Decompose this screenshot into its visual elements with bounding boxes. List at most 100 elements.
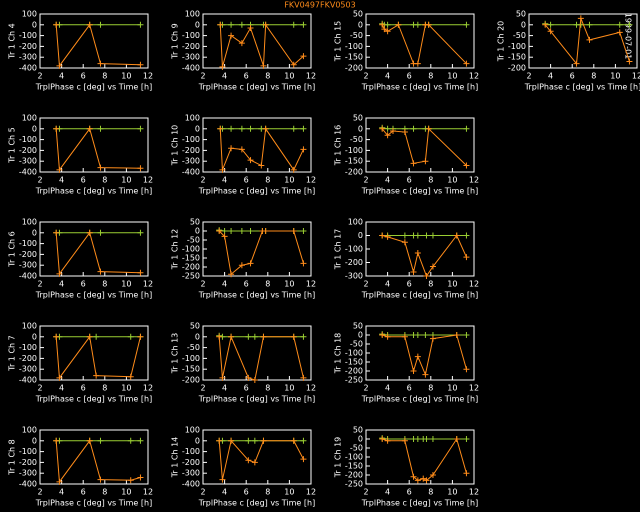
x-tick-label: 12 bbox=[306, 488, 316, 497]
point-marker bbox=[422, 371, 429, 378]
point-marker bbox=[463, 232, 470, 239]
y-tick-label: -50 bbox=[513, 31, 526, 40]
point-marker bbox=[86, 333, 93, 340]
point-marker bbox=[384, 233, 391, 240]
point-marker bbox=[384, 333, 391, 340]
point-marker bbox=[379, 21, 386, 28]
point-marker bbox=[97, 21, 104, 28]
point-marker bbox=[228, 125, 235, 132]
y-tick-label: 0 bbox=[32, 124, 37, 133]
y-tick-label: -200 bbox=[345, 168, 363, 177]
x-tick-label: 8 bbox=[428, 384, 433, 393]
x-tick-label: 12 bbox=[143, 280, 153, 289]
x-axis-label: TrplPhase c [deg] vs Time [h] bbox=[35, 291, 152, 300]
x-axis-label: TrplPhase c [deg] vs Time [h] bbox=[35, 187, 152, 196]
x-tick-label: 2 bbox=[526, 72, 531, 81]
x-tick-label: 6 bbox=[407, 176, 412, 185]
series-line bbox=[218, 335, 304, 381]
point-marker bbox=[429, 472, 436, 478]
point-marker bbox=[56, 166, 63, 173]
point-marker bbox=[586, 36, 593, 43]
x-tick-label: 12 bbox=[306, 280, 316, 289]
y-tick-label: -200 bbox=[19, 458, 37, 467]
y-tick-label: -200 bbox=[345, 64, 363, 73]
x-tick-label: 2 bbox=[37, 72, 42, 81]
point-marker bbox=[86, 437, 93, 444]
point-marker bbox=[414, 332, 421, 338]
x-tick-label: 4 bbox=[222, 384, 227, 393]
plot-frame bbox=[39, 429, 149, 485]
point-marker bbox=[414, 477, 421, 484]
y-tick-label: -300 bbox=[19, 53, 37, 62]
point-marker bbox=[395, 21, 402, 28]
point-marker bbox=[429, 263, 436, 270]
series-line bbox=[55, 335, 141, 380]
x-tick-label: 4 bbox=[222, 488, 227, 497]
series-line bbox=[218, 439, 304, 480]
x-tick-label: 2 bbox=[37, 384, 42, 393]
y-tick-label: -400 bbox=[19, 480, 37, 489]
x-tick-label: 12 bbox=[632, 72, 640, 81]
y-tick-label: 0 bbox=[195, 20, 200, 29]
x-tick-label: 8 bbox=[102, 488, 107, 497]
y-tick-label: 0 bbox=[195, 227, 200, 236]
point-marker bbox=[429, 436, 436, 442]
point-marker bbox=[290, 228, 297, 234]
y-axis-label: Tr 1 Ch 9 bbox=[171, 23, 180, 59]
point-marker bbox=[53, 229, 60, 236]
x-axis-label: TrplPhase c [deg] vs Time [h] bbox=[198, 291, 315, 300]
y-tick-label: -100 bbox=[19, 343, 37, 352]
point-marker bbox=[216, 437, 223, 444]
plot-frame bbox=[365, 13, 475, 69]
y-tick-label: 100 bbox=[185, 114, 200, 123]
point-marker bbox=[425, 125, 432, 132]
point-marker bbox=[86, 21, 93, 28]
y-tick-label: -100 bbox=[182, 447, 200, 456]
x-axis-label: TrplPhase c [deg] vs Time [h] bbox=[35, 499, 152, 508]
page-title: FKV0497FKV0503 bbox=[284, 1, 355, 10]
y-tick-label: 50 bbox=[353, 322, 363, 331]
y-tick-label: -150 bbox=[345, 53, 363, 62]
y-tick-label: 0 bbox=[358, 331, 363, 340]
x-tick-label: 12 bbox=[469, 176, 479, 185]
x-tick-label: 10 bbox=[447, 488, 457, 497]
y-tick-label: -300 bbox=[19, 157, 37, 166]
point-marker bbox=[300, 333, 307, 340]
plot-frame bbox=[202, 13, 312, 69]
y-tick-label: 50 bbox=[190, 218, 200, 227]
x-tick-label: 4 bbox=[222, 280, 227, 289]
x-axis-label: TrplPhase c [deg] vs Time [h] bbox=[198, 187, 315, 196]
y-axis-label: Tr 1 Ch 7 bbox=[8, 335, 17, 371]
point-marker bbox=[53, 437, 60, 444]
point-marker bbox=[247, 228, 254, 234]
y-tick-label: -200 bbox=[182, 146, 200, 155]
point-marker bbox=[216, 333, 223, 340]
x-tick-label: 2 bbox=[200, 384, 205, 393]
y-tick-label: 50 bbox=[190, 322, 200, 331]
x-tick-label: 12 bbox=[143, 72, 153, 81]
y-tick-label: -100 bbox=[182, 135, 200, 144]
y-tick-label: -100 bbox=[182, 245, 200, 254]
point-marker bbox=[247, 25, 254, 32]
y-tick-label: -100 bbox=[19, 239, 37, 248]
point-marker bbox=[410, 473, 417, 480]
point-marker bbox=[219, 166, 226, 173]
x-tick-label: 4 bbox=[59, 280, 64, 289]
x-tick-label: 2 bbox=[200, 176, 205, 185]
y-tick-label: -200 bbox=[182, 376, 200, 385]
point-marker bbox=[290, 437, 297, 444]
point-marker bbox=[401, 239, 408, 246]
point-marker bbox=[300, 260, 307, 267]
y-tick-label: -200 bbox=[345, 258, 363, 267]
x-axis-label: TrplPhase c [deg] vs Time [h] bbox=[35, 395, 152, 404]
point-marker bbox=[219, 63, 226, 70]
date-label: 1999-07-01 bbox=[624, 13, 633, 60]
y-tick-label: 0 bbox=[195, 124, 200, 133]
point-marker bbox=[300, 146, 307, 153]
y-tick-label: -50 bbox=[350, 444, 363, 453]
point-marker bbox=[573, 60, 580, 67]
point-marker bbox=[547, 28, 554, 35]
x-tick-label: 10 bbox=[284, 384, 294, 393]
x-tick-label: 4 bbox=[385, 176, 390, 185]
